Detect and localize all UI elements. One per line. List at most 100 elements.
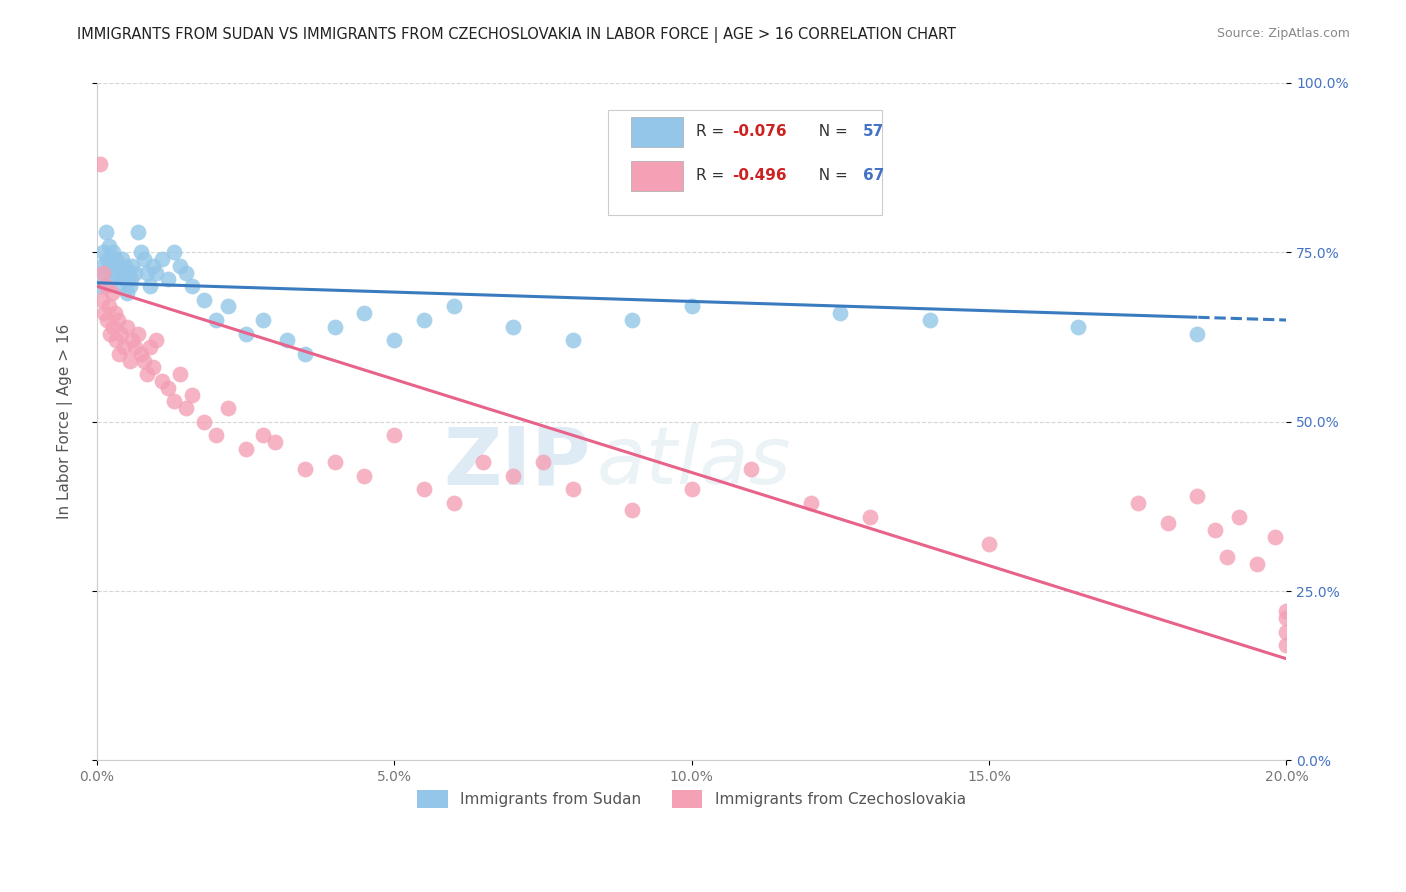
Point — [163, 394, 186, 409]
Point — [294, 347, 316, 361]
Point — [139, 340, 162, 354]
Point — [104, 252, 127, 266]
Point — [97, 300, 120, 314]
Point — [93, 306, 115, 320]
Point — [114, 259, 136, 273]
Point — [107, 259, 129, 273]
Point — [1187, 326, 1209, 341]
Point — [142, 259, 165, 273]
Point — [108, 347, 131, 361]
Point — [413, 313, 436, 327]
Point — [98, 326, 121, 341]
Point — [1126, 496, 1149, 510]
Text: ZIP: ZIP — [443, 424, 591, 501]
Point — [136, 266, 159, 280]
Point — [181, 387, 204, 401]
Point — [740, 462, 762, 476]
Point — [217, 401, 239, 416]
Point — [104, 334, 127, 348]
Point — [124, 340, 146, 354]
Point — [1187, 489, 1209, 503]
Point — [127, 225, 149, 239]
Point — [96, 252, 118, 266]
Text: N =: N = — [810, 124, 853, 139]
Point — [1216, 550, 1239, 565]
Point — [443, 300, 465, 314]
Point — [382, 428, 405, 442]
Point — [918, 313, 941, 327]
Point — [204, 313, 226, 327]
Text: 57: 57 — [863, 124, 884, 139]
Point — [174, 266, 197, 280]
Point — [353, 468, 375, 483]
Point — [323, 455, 346, 469]
Point — [112, 340, 135, 354]
Text: N =: N = — [810, 169, 853, 183]
Point — [110, 326, 132, 341]
Point — [100, 272, 122, 286]
Point — [96, 313, 118, 327]
Point — [145, 334, 167, 348]
Point — [118, 279, 141, 293]
Point — [120, 272, 142, 286]
Point — [104, 266, 127, 280]
Point — [115, 285, 138, 300]
Point — [108, 279, 131, 293]
Point — [110, 266, 132, 280]
Point — [134, 252, 156, 266]
Point — [1227, 509, 1250, 524]
Point — [163, 245, 186, 260]
Point — [134, 353, 156, 368]
Point — [561, 334, 583, 348]
Point — [150, 374, 173, 388]
Text: R =: R = — [696, 169, 730, 183]
Point — [235, 326, 257, 341]
Point — [90, 293, 112, 307]
Text: -0.496: -0.496 — [733, 169, 787, 183]
Point — [193, 415, 215, 429]
Point — [1067, 319, 1090, 334]
Point — [443, 496, 465, 510]
Text: 67: 67 — [863, 169, 884, 183]
Point — [502, 468, 524, 483]
Point — [1275, 638, 1298, 652]
Point — [681, 483, 703, 497]
Point — [90, 259, 112, 273]
Point — [127, 326, 149, 341]
Point — [139, 279, 162, 293]
Point — [1246, 557, 1268, 571]
Point — [1275, 604, 1298, 618]
Point — [294, 462, 316, 476]
Point — [157, 381, 180, 395]
Point — [131, 245, 153, 260]
Y-axis label: In Labor Force | Age > 16: In Labor Force | Age > 16 — [58, 324, 73, 519]
Point — [117, 266, 139, 280]
Legend: Immigrants from Sudan, Immigrants from Czechoslovakia: Immigrants from Sudan, Immigrants from C… — [412, 784, 972, 814]
Point — [323, 319, 346, 334]
Point — [252, 313, 274, 327]
Point — [118, 353, 141, 368]
Point — [1275, 624, 1298, 639]
Point — [89, 279, 111, 293]
Point — [1275, 611, 1298, 625]
Text: IMMIGRANTS FROM SUDAN VS IMMIGRANTS FROM CZECHOSLOVAKIA IN LABOR FORCE | AGE > 1: IMMIGRANTS FROM SUDAN VS IMMIGRANTS FROM… — [77, 27, 956, 43]
Point — [112, 272, 135, 286]
Point — [103, 245, 125, 260]
Point — [1264, 530, 1286, 544]
FancyBboxPatch shape — [631, 117, 683, 146]
Text: atlas: atlas — [596, 424, 792, 501]
Point — [276, 334, 298, 348]
Point — [98, 259, 121, 273]
Point — [252, 428, 274, 442]
Point — [353, 306, 375, 320]
Point — [1156, 516, 1178, 531]
Point — [97, 238, 120, 252]
Point — [94, 225, 117, 239]
Point — [264, 434, 287, 449]
Point — [94, 279, 117, 293]
Point — [621, 502, 644, 516]
Point — [142, 360, 165, 375]
Point — [977, 536, 1000, 550]
Point — [830, 306, 852, 320]
FancyBboxPatch shape — [609, 110, 882, 215]
